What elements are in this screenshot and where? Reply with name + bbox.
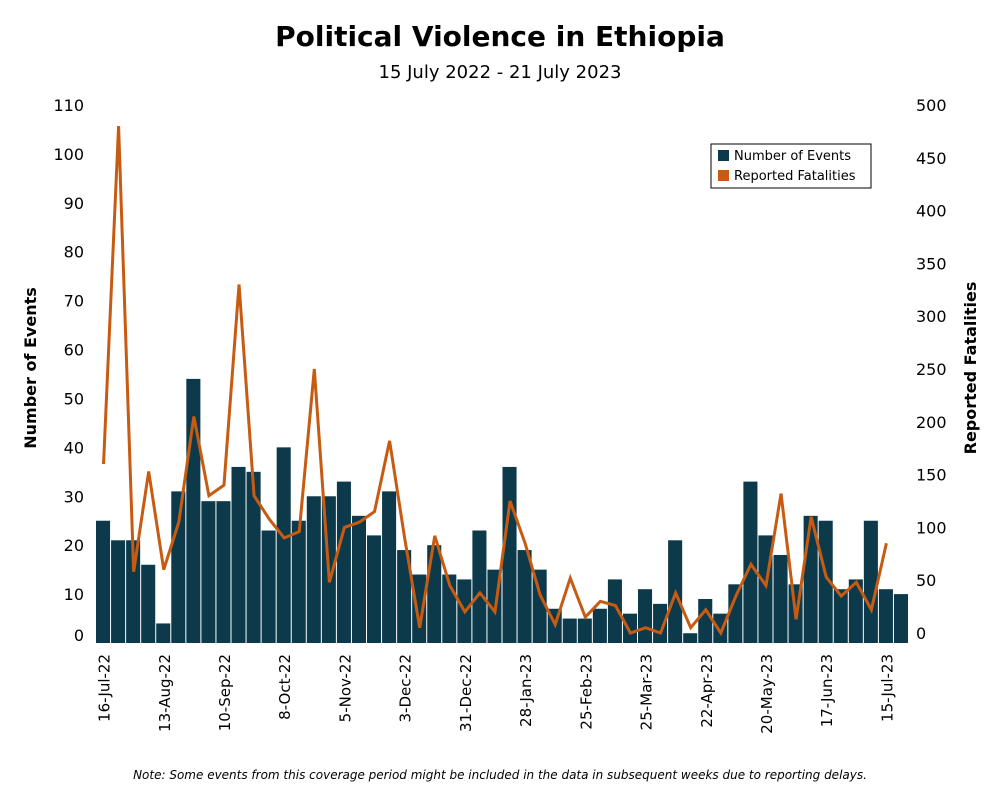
x-tick-label: 16-Jul-22 bbox=[96, 654, 114, 722]
y-tick-label-right: 200 bbox=[916, 413, 947, 432]
legend-box bbox=[710, 143, 872, 189]
events-bar bbox=[607, 579, 622, 643]
x-tick-label: 8-Oct-22 bbox=[276, 654, 294, 720]
legend-swatch-events bbox=[718, 150, 729, 161]
x-tick-label: 13-Aug-22 bbox=[156, 654, 174, 732]
events-bar bbox=[382, 491, 397, 643]
y-axis-label-left: Number of Events bbox=[21, 287, 40, 449]
y-tick-label-right: 100 bbox=[916, 518, 947, 537]
y-axis-label-right: Reported Fatalities bbox=[961, 282, 980, 455]
x-tick-label: 22-Apr-23 bbox=[698, 654, 716, 728]
y-tick-label-left: 0 bbox=[74, 626, 84, 645]
y-tick-label-left: 100 bbox=[53, 145, 84, 164]
events-bar bbox=[96, 520, 111, 643]
events-bar bbox=[141, 564, 156, 643]
events-bar bbox=[351, 515, 366, 643]
events-bar bbox=[517, 550, 532, 643]
events-bar bbox=[231, 466, 246, 643]
y-tick-label-left: 30 bbox=[64, 487, 84, 506]
legend-swatch-fatalities bbox=[718, 170, 729, 181]
events-bar bbox=[592, 608, 607, 643]
events-bar bbox=[893, 594, 908, 643]
events-bar bbox=[698, 598, 713, 643]
x-tick-label: 17-Jun-23 bbox=[818, 654, 836, 727]
y-tick-label-left: 60 bbox=[64, 341, 84, 360]
events-bar bbox=[111, 540, 126, 643]
y-tick-label-right: 400 bbox=[916, 202, 947, 221]
events-bar bbox=[261, 530, 276, 643]
events-bar bbox=[683, 633, 698, 643]
legend-label-fatalities: Reported Fatalities bbox=[734, 169, 856, 184]
legend: Number of Events Reported Fatalities bbox=[710, 143, 872, 189]
events-bars bbox=[96, 378, 908, 643]
events-bar bbox=[306, 496, 321, 643]
events-bar bbox=[291, 520, 306, 643]
y-tick-label-right: 350 bbox=[916, 254, 947, 273]
events-bar bbox=[412, 574, 427, 643]
events-bar bbox=[216, 501, 231, 643]
x-tick-label: 10-Sep-22 bbox=[216, 654, 234, 731]
events-bar bbox=[728, 584, 743, 643]
y-tick-label-left: 80 bbox=[64, 243, 84, 262]
events-bar bbox=[848, 579, 863, 643]
x-tick-label: 25-Feb-23 bbox=[577, 654, 595, 730]
events-bar bbox=[201, 501, 216, 643]
y-tick-label-right: 0 bbox=[916, 624, 926, 643]
events-bar bbox=[336, 481, 351, 643]
events-bar bbox=[818, 520, 833, 643]
events-bar bbox=[653, 603, 668, 643]
events-bar bbox=[638, 589, 653, 643]
events-bar bbox=[878, 589, 893, 643]
legend-label-events: Number of Events bbox=[734, 149, 851, 164]
axes: 0 10 20 30 40 50 60 70 80 90 100 110 0 50 100 150 200 250… bbox=[53, 96, 946, 734]
events-bar bbox=[246, 471, 261, 643]
events-bar bbox=[126, 540, 141, 643]
y-tick-label-right: 250 bbox=[916, 360, 947, 379]
events-bar bbox=[577, 618, 592, 643]
x-tick-label: 5-Nov-22 bbox=[336, 654, 354, 722]
y-tick-label-left: 20 bbox=[64, 536, 84, 555]
events-bar bbox=[833, 589, 848, 643]
x-tick-label: 3-Dec-22 bbox=[397, 654, 415, 722]
y-tick-label-right: 450 bbox=[916, 149, 947, 168]
x-tick-label: 25-Mar-23 bbox=[638, 654, 656, 730]
events-bar bbox=[562, 618, 577, 643]
y-tick-label-right: 500 bbox=[916, 96, 947, 115]
fatalities-line-group bbox=[102, 126, 888, 637]
y-tick-label-left: 90 bbox=[64, 194, 84, 213]
x-tick-label: 15-Jul-23 bbox=[878, 654, 896, 722]
y-tick-label-left: 110 bbox=[53, 96, 84, 115]
y-tick-label-left: 50 bbox=[64, 389, 84, 408]
events-bar bbox=[773, 554, 788, 643]
events-bar bbox=[276, 447, 291, 643]
events-bar bbox=[427, 545, 442, 643]
y-tick-label-right: 150 bbox=[916, 466, 947, 485]
events-bar bbox=[713, 613, 728, 643]
y-tick-label-right: 50 bbox=[916, 571, 936, 590]
events-bar bbox=[472, 530, 487, 643]
events-bar bbox=[502, 466, 517, 643]
y-tick-label-left: 10 bbox=[64, 585, 84, 604]
x-tick-label: 28-Jan-23 bbox=[517, 654, 535, 727]
y-tick-label-right: 300 bbox=[916, 307, 947, 326]
x-tick-label: 31-Dec-22 bbox=[457, 654, 475, 732]
chart-title: Political Violence in Ethiopia bbox=[275, 20, 725, 53]
events-bar bbox=[367, 535, 382, 643]
events-bar bbox=[532, 569, 547, 643]
x-tick-label: 20-May-23 bbox=[758, 654, 776, 734]
events-bar bbox=[397, 550, 412, 643]
events-bar bbox=[156, 623, 171, 643]
chart-subtitle: 15 July 2022 - 21 July 2023 bbox=[378, 62, 622, 83]
footnote: Note: Some events from this coverage per… bbox=[133, 768, 867, 782]
events-bar bbox=[171, 491, 186, 643]
events-bar bbox=[622, 613, 637, 643]
y-tick-label-left: 40 bbox=[64, 438, 84, 457]
y-tick-label-left: 70 bbox=[64, 292, 84, 311]
events-bar bbox=[863, 520, 878, 643]
